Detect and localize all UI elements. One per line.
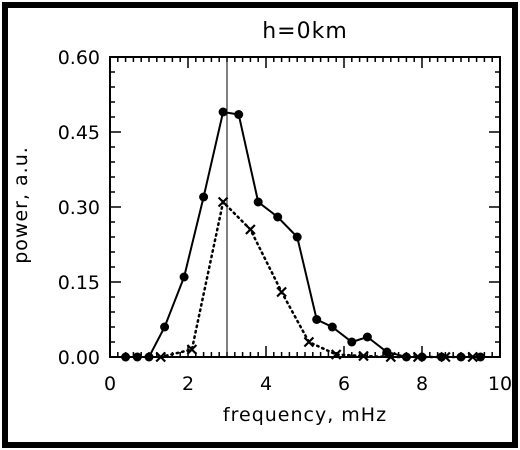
x-axis-title: frequency, mHz	[223, 404, 387, 426]
series-1-point	[312, 315, 322, 324]
series-1-point	[121, 352, 131, 362]
series-1-point	[218, 107, 228, 117]
x-tick-label: 2	[182, 373, 194, 395]
series-1-point	[456, 352, 466, 362]
x-tick-labels: 0 2 4 6 8 10	[104, 373, 512, 395]
series-2-point	[440, 351, 451, 363]
y-tick-label: 0.30	[58, 197, 100, 219]
x-tick-label: 10	[488, 373, 512, 395]
series-1-point	[327, 322, 337, 332]
series-1-point	[144, 352, 154, 362]
series-1-point	[401, 352, 411, 362]
series-2-point	[303, 336, 315, 348]
series-2-point	[276, 286, 287, 298]
series-1-point	[292, 232, 302, 242]
series-1-point	[476, 352, 485, 362]
series-1-point	[347, 337, 357, 347]
x-tick-label: 0	[104, 373, 116, 395]
series-1-point	[132, 352, 142, 362]
series-2-point	[385, 351, 397, 363]
series-2-line	[159, 199, 474, 359]
series-2-point	[358, 350, 369, 362]
series-2-point	[155, 351, 166, 363]
chart-title: h=0km	[262, 19, 348, 44]
series-2-point	[330, 349, 342, 360]
y-axis-title: power, a.u.	[10, 146, 32, 264]
y-tick-label: 0.00	[58, 347, 100, 369]
y-tick-label: 0.15	[58, 272, 100, 294]
series-1-point	[253, 197, 263, 207]
x-tick-label: 4	[260, 373, 272, 395]
series-1-point	[362, 332, 372, 342]
series-1-point	[179, 272, 189, 282]
series-1-point	[199, 192, 209, 202]
y-tick-labels: 0.00 0.15 0.30 0.45 0.60	[58, 47, 100, 369]
series-2-point	[245, 224, 256, 235]
y-tick-label: 0.45	[58, 122, 100, 144]
series-1-point	[273, 212, 283, 222]
series-2-point	[467, 351, 478, 363]
y-tick-label: 0.60	[58, 47, 100, 69]
series-2-point	[217, 196, 229, 208]
series-2-point	[186, 344, 198, 355]
series-2-point	[412, 351, 424, 363]
series-1-point	[234, 110, 244, 119]
x-tick-label: 6	[338, 373, 350, 395]
x-tick-label: 8	[416, 373, 428, 395]
plot-layer	[109, 56, 501, 363]
series-1-point	[160, 322, 170, 332]
